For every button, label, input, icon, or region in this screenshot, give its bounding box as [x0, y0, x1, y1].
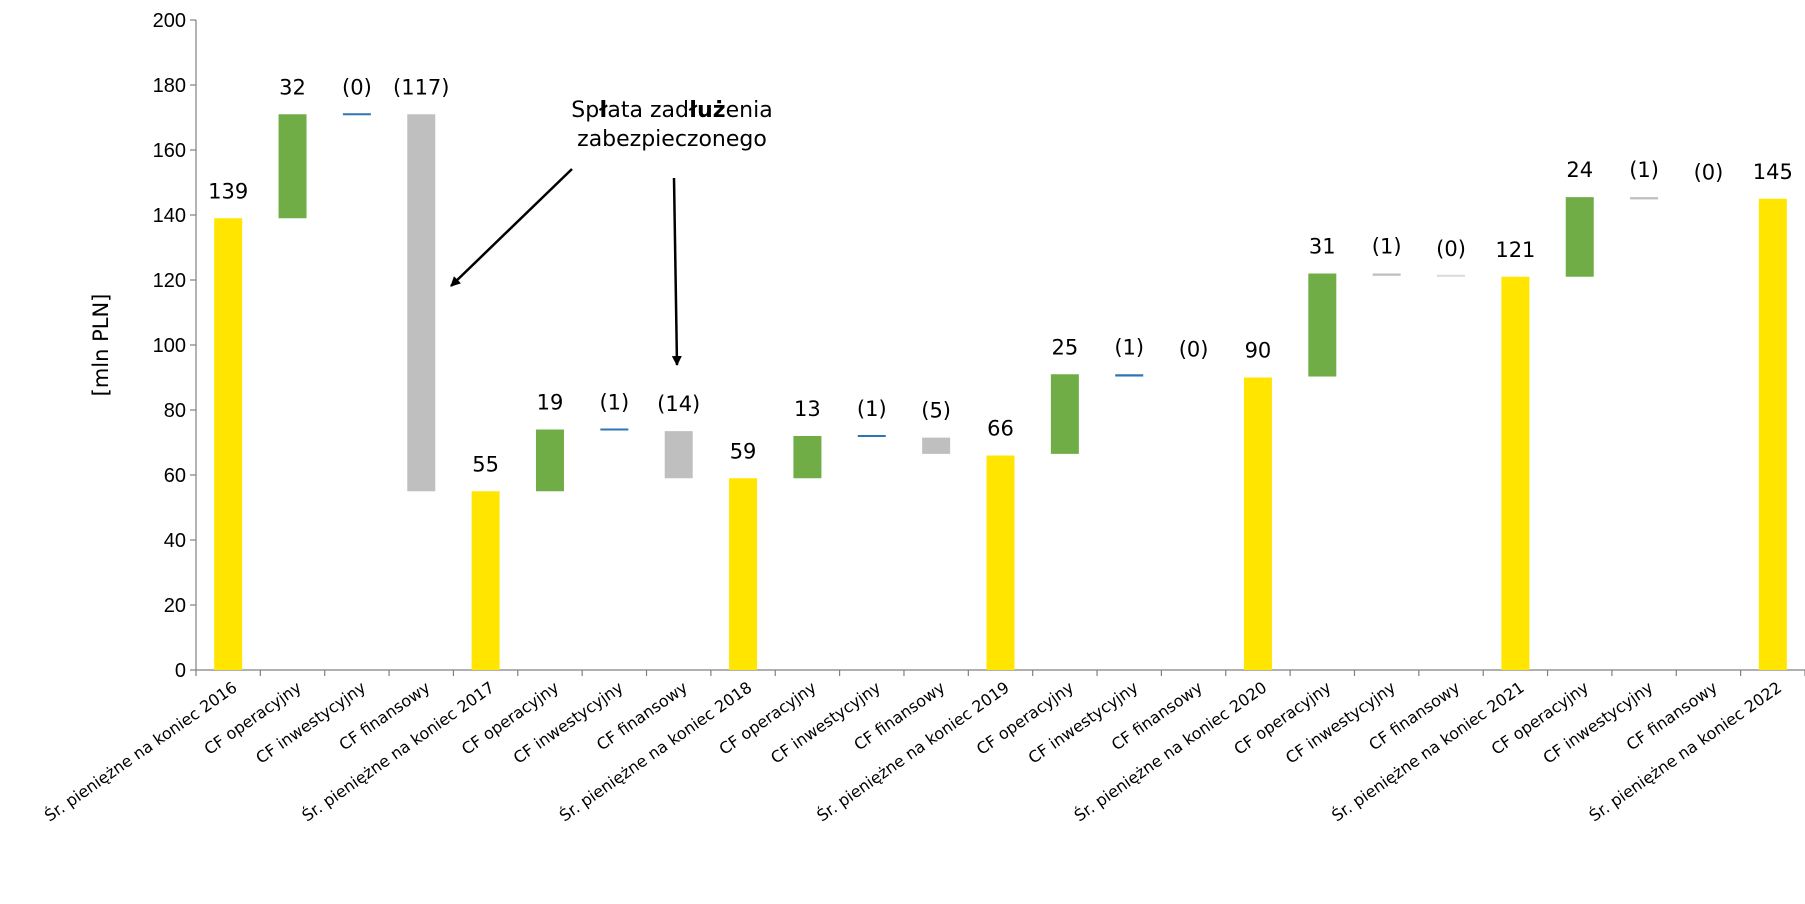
bar-delta — [1050, 374, 1079, 454]
bar-delta — [1437, 274, 1466, 277]
y-axis: 0 20 40 60 80 100 120 140 160 180 200 — [153, 10, 197, 682]
x-axis — [195, 669, 1805, 676]
data-labels: 139 32 (0) (117) 55 19 (1) (14) 59 13 (1) (5) 66 25 (1… — [208, 75, 1793, 476]
category-label: CF inwestycyjny — [510, 678, 627, 768]
y-tick-label: 20 — [164, 595, 186, 617]
bar-delta — [1372, 273, 1401, 276]
bar-delta — [407, 114, 436, 492]
data-label: (117) — [393, 75, 449, 99]
y-tick-label: 120 — [153, 270, 186, 292]
bar-delta — [1115, 374, 1144, 377]
y-tick-label: 0 — [175, 660, 186, 682]
data-label: (1) — [1114, 335, 1144, 359]
bar-delta — [600, 428, 629, 431]
y-tick-label: 160 — [153, 140, 186, 162]
data-label: (14) — [657, 392, 700, 416]
bar-total — [471, 491, 500, 670]
bar-delta — [535, 429, 564, 492]
data-label: 24 — [1566, 158, 1593, 182]
bar-delta — [342, 113, 371, 116]
data-label: 25 — [1051, 335, 1078, 359]
bar-delta — [664, 431, 693, 479]
annotation: Spłata zadłużenia zabezpieczonego — [450, 98, 773, 366]
bar-total — [1501, 276, 1530, 670]
category-label: CF inwestycyjny — [767, 678, 884, 768]
annotation-arrow-down — [671, 177, 682, 366]
data-label: (1) — [857, 397, 887, 421]
bar-delta — [1630, 197, 1659, 200]
bar-delta — [793, 436, 822, 479]
bar-total — [1243, 377, 1272, 670]
bar-total — [1758, 198, 1787, 670]
bar-delta — [857, 435, 886, 437]
category-label: CF inwestycyjny — [1540, 678, 1657, 768]
y-axis-title: [mln PLN] — [89, 294, 113, 397]
category-label: CF inwestycyjny — [1282, 678, 1399, 768]
data-label: 19 — [537, 391, 564, 415]
y-tick-label: 60 — [164, 465, 186, 487]
data-label: 13 — [794, 397, 821, 421]
data-label: 55 — [472, 452, 499, 476]
y-tick-label: 140 — [153, 205, 186, 227]
bar-delta — [1308, 273, 1337, 377]
bars — [214, 113, 1787, 670]
data-label: 66 — [987, 417, 1014, 441]
data-label: 31 — [1309, 235, 1336, 259]
data-label: 145 — [1753, 160, 1793, 184]
y-tick-label: 180 — [153, 75, 186, 97]
data-label: (1) — [1629, 158, 1659, 182]
data-label: (1) — [1372, 235, 1402, 259]
data-label: 59 — [730, 439, 757, 463]
y-tick-label: 200 — [153, 10, 186, 32]
data-label: 121 — [1495, 238, 1535, 262]
category-label: CF inwestycyjny — [252, 678, 369, 768]
bar-delta — [922, 437, 951, 454]
data-label: (0) — [1436, 237, 1466, 261]
data-label: (0) — [342, 75, 372, 99]
bar-delta — [1565, 197, 1594, 277]
bar-total — [729, 478, 758, 670]
bar-total — [986, 455, 1015, 670]
annotation-line-1: Spłata zadłużenia — [571, 98, 772, 123]
y-tick-label: 80 — [164, 400, 186, 422]
data-label: 90 — [1245, 339, 1272, 363]
bar-delta — [278, 114, 307, 219]
y-tick-label: 40 — [164, 530, 186, 552]
bar-total — [214, 218, 243, 670]
data-label: (0) — [1179, 338, 1209, 362]
data-label: 139 — [208, 179, 248, 203]
data-label: 32 — [279, 75, 306, 99]
annotation-arrow-left — [450, 168, 573, 287]
data-label: (1) — [599, 391, 629, 415]
data-label: (0) — [1694, 160, 1724, 184]
data-label: (5) — [921, 399, 951, 423]
annotation-line-2: zabezpieczonego — [577, 127, 767, 152]
category-label: CF inwestycyjny — [1025, 678, 1142, 768]
y-tick-label: 100 — [153, 335, 186, 357]
